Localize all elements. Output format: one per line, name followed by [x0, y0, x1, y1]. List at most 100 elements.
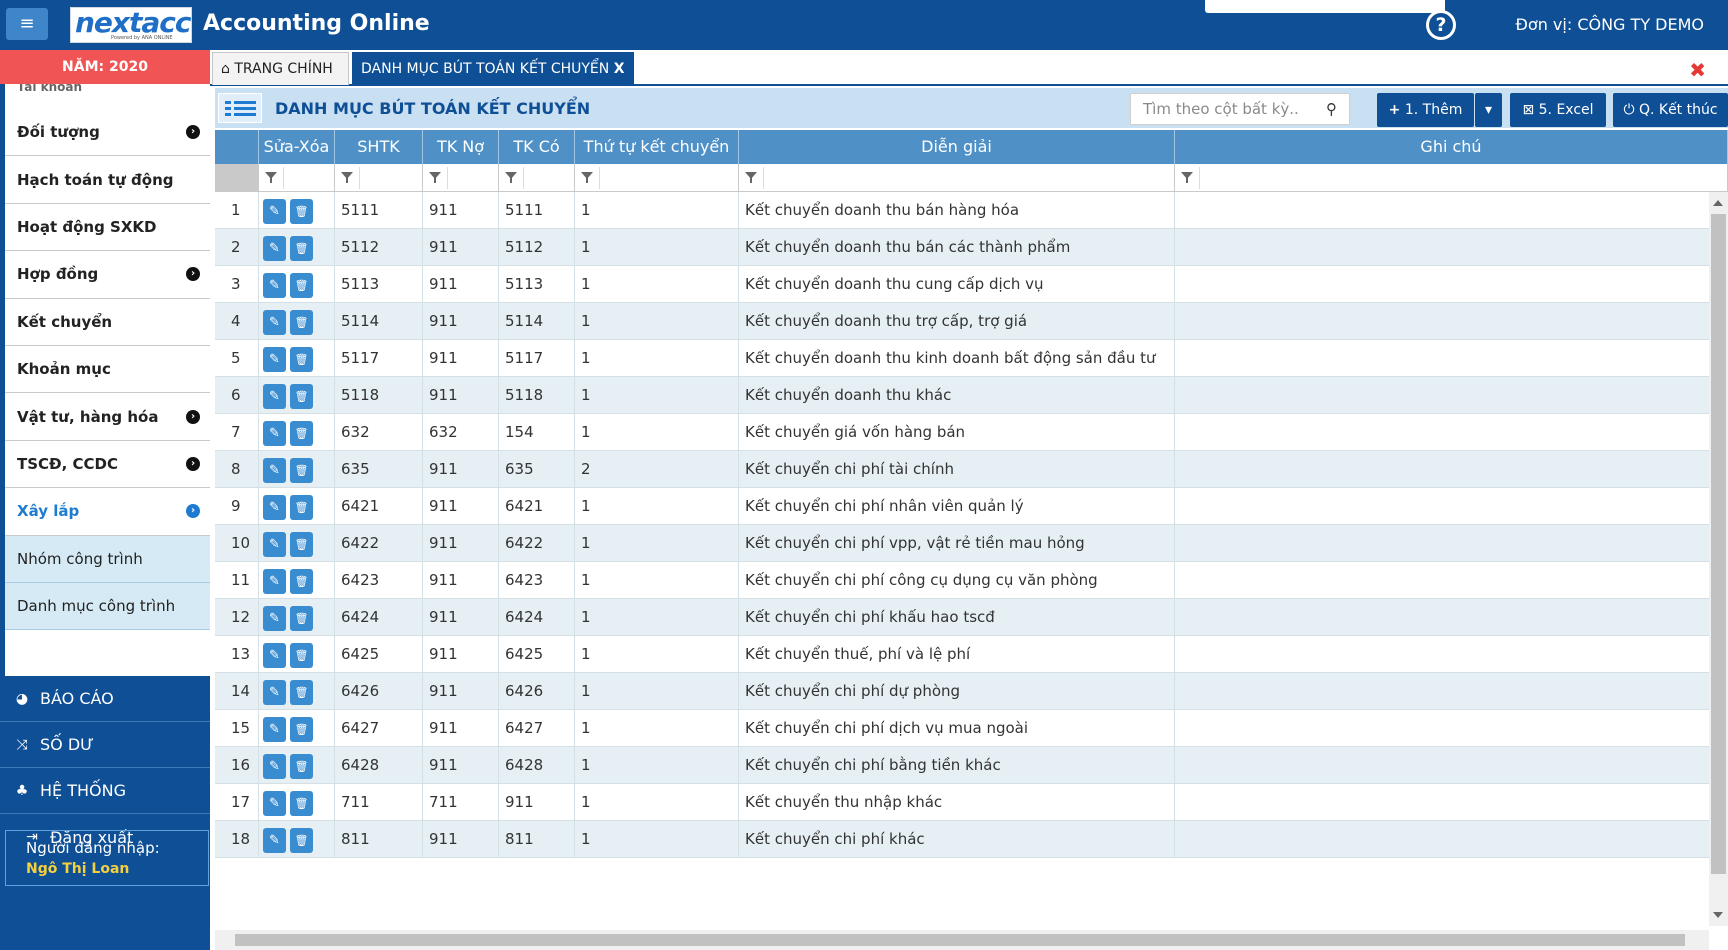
edit-icon[interactable]: ✎ [263, 384, 286, 409]
filter-icon[interactable] [265, 172, 277, 183]
sidebar-item[interactable]: Khoản mục [5, 346, 210, 394]
column-header[interactable]: Sửa-Xóa [259, 130, 335, 164]
table-row[interactable]: 9 ✎ 🗑 6421 911 6421 1 Kết chuyển chi phí nhân v… [215, 488, 1709, 525]
sidebar-item-balance[interactable]: ⤨ SỐ DƯ [0, 722, 210, 768]
tab-active[interactable]: DANH MỤC BÚT TOÁN KẾT CHUYỂN X [352, 52, 634, 85]
table-row[interactable]: 6 ✎ 🗑 5118 911 5118 1 Kết chuyển doanh thu khác [215, 377, 1709, 414]
delete-icon[interactable]: 🗑 [290, 384, 313, 409]
edit-icon[interactable]: ✎ [263, 569, 286, 594]
delete-icon[interactable]: 🗑 [290, 643, 313, 668]
tab-home[interactable]: ⌂ TRANG CHÍNH [212, 52, 349, 85]
edit-icon[interactable]: ✎ [263, 532, 286, 557]
close-all-tabs-icon[interactable]: ✖ [1689, 58, 1706, 82]
sidebar-item[interactable]: Kết chuyển [5, 299, 210, 346]
edit-icon[interactable]: ✎ [263, 347, 286, 372]
column-header[interactable]: TK Nợ [423, 130, 499, 164]
delete-icon[interactable]: 🗑 [290, 532, 313, 557]
sidebar-item[interactable]: Hoạt động SXKD [5, 204, 210, 252]
filter-icon[interactable] [505, 172, 517, 183]
edit-icon[interactable]: ✎ [263, 458, 286, 483]
filter-icon[interactable] [341, 172, 353, 183]
table-row[interactable]: 18 ✎ 🗑 811 911 811 1 Kết chuyển chi phí khác [215, 821, 1709, 858]
table-row[interactable]: 11 ✎ 🗑 6423 911 6423 1 Kết chuyển chi phí công … [215, 562, 1709, 599]
filter-cell[interactable] [1175, 164, 1728, 192]
delete-icon[interactable]: 🗑 [290, 458, 313, 483]
table-row[interactable]: 10 ✎ 🗑 6422 911 6422 1 Kết chuyển chi phí vpp, … [215, 525, 1709, 562]
edit-icon[interactable]: ✎ [263, 754, 286, 779]
filter-icon[interactable] [429, 172, 441, 183]
table-row[interactable]: 7 ✎ 🗑 632 632 154 1 Kết chuyển giá vốn hàng bán [215, 414, 1709, 451]
horizontal-scrollbar[interactable] [215, 930, 1709, 950]
edit-icon[interactable]: ✎ [263, 680, 286, 705]
sidebar-item[interactable]: Đối tượng › [5, 109, 210, 157]
filter-icon[interactable] [1181, 172, 1193, 183]
add-dropdown-button[interactable]: ▾ [1475, 93, 1502, 127]
delete-icon[interactable]: 🗑 [290, 606, 313, 631]
delete-icon[interactable]: 🗑 [290, 569, 313, 594]
hamburger-menu-button[interactable]: ≡ [6, 8, 48, 40]
help-icon[interactable]: ? [1426, 10, 1456, 40]
sidebar-item[interactable]: Hạch toán tự động [5, 156, 210, 204]
sidebar-item[interactable]: TSCĐ, CCDC › [5, 441, 210, 489]
column-header[interactable]: Ghi chú [1175, 130, 1728, 164]
exit-button[interactable]: ⏻ Q. Kết thúc [1613, 93, 1728, 127]
delete-icon[interactable]: 🗑 [290, 754, 313, 779]
edit-icon[interactable]: ✎ [263, 828, 286, 853]
table-row[interactable]: 8 ✎ 🗑 635 911 635 2 Kết chuyển chi phí tài chín… [215, 451, 1709, 488]
table-row[interactable]: 3 ✎ 🗑 5113 911 5113 1 Kết chuyển doanh thu cung… [215, 266, 1709, 303]
delete-icon[interactable]: 🗑 [290, 421, 313, 446]
filter-cell[interactable] [739, 164, 1175, 192]
filter-cell[interactable] [575, 164, 739, 192]
filter-cell[interactable] [259, 164, 335, 192]
column-header[interactable]: Thứ tự kết chuyển [575, 130, 739, 164]
delete-icon[interactable]: 🗑 [290, 310, 313, 335]
delete-icon[interactable]: 🗑 [290, 347, 313, 372]
sidebar-item-reports[interactable]: ◕ BÁO CÁO [0, 676, 210, 722]
sidebar-item-peek[interactable]: Tài khoản [17, 84, 83, 94]
edit-icon[interactable]: ✎ [263, 421, 286, 446]
filter-cell[interactable] [335, 164, 423, 192]
sidebar-child-item[interactable]: Danh mục công trình [5, 582, 210, 631]
edit-icon[interactable]: ✎ [263, 236, 286, 261]
sidebar-item-system[interactable]: ♣ HỆ THỐNG [0, 768, 210, 814]
edit-icon[interactable]: ✎ [263, 273, 286, 298]
filter-cell[interactable] [499, 164, 575, 192]
edit-icon[interactable]: ✎ [263, 495, 286, 520]
column-header[interactable]: TK Có [499, 130, 575, 164]
delete-icon[interactable]: 🗑 [290, 717, 313, 742]
sidebar-item[interactable]: Hợp đồng › [5, 251, 210, 299]
delete-icon[interactable]: 🗑 [290, 680, 313, 705]
add-button[interactable]: + 1. Thêm [1377, 93, 1474, 127]
column-header[interactable]: Diễn giải [739, 130, 1175, 164]
vertical-scrollbar[interactable] [1709, 192, 1728, 926]
sidebar-item[interactable]: Xây lắp › [5, 488, 210, 536]
scroll-up-icon[interactable] [1713, 200, 1723, 206]
delete-icon[interactable]: 🗑 [290, 828, 313, 853]
excel-button[interactable]: ⊠ 5. Excel [1510, 93, 1606, 127]
edit-icon[interactable]: ✎ [263, 199, 286, 224]
delete-icon[interactable]: 🗑 [290, 199, 313, 224]
delete-icon[interactable]: 🗑 [290, 236, 313, 261]
table-row[interactable]: 2 ✎ 🗑 5112 911 5112 1 Kết chuyển doanh thu bán … [215, 229, 1709, 266]
sidebar-item[interactable]: Vật tư, hàng hóa › [5, 393, 210, 441]
edit-icon[interactable]: ✎ [263, 791, 286, 816]
delete-icon[interactable]: 🗑 [290, 273, 313, 298]
delete-icon[interactable]: 🗑 [290, 791, 313, 816]
table-row[interactable]: 17 ✎ 🗑 711 711 911 1 Kết chuyển thu nhập khác [215, 784, 1709, 821]
top-search-field[interactable] [1205, 0, 1445, 13]
table-row[interactable]: 5 ✎ 🗑 5117 911 5117 1 Kết chuyển doanh thu kinh… [215, 340, 1709, 377]
edit-icon[interactable]: ✎ [263, 310, 286, 335]
search-input[interactable]: Tìm theo cột bất kỳ.. ⚲ [1130, 93, 1350, 125]
edit-icon[interactable]: ✎ [263, 606, 286, 631]
delete-icon[interactable]: 🗑 [290, 495, 313, 520]
table-row[interactable]: 14 ✎ 🗑 6426 911 6426 1 Kết chuyển chi phí dự ph… [215, 673, 1709, 710]
sidebar-child-item[interactable]: Nhóm công trình [5, 535, 210, 583]
filter-icon[interactable] [581, 172, 593, 183]
sidebar-item-logout[interactable]: ⇥ Đăng xuất [0, 814, 210, 860]
scroll-down-icon[interactable] [1713, 912, 1723, 918]
horizontal-scroll-thumb[interactable] [235, 934, 1685, 946]
edit-icon[interactable]: ✎ [263, 643, 286, 668]
edit-icon[interactable]: ✎ [263, 717, 286, 742]
filter-icon[interactable] [745, 172, 757, 183]
vertical-scroll-thumb[interactable] [1711, 214, 1726, 874]
